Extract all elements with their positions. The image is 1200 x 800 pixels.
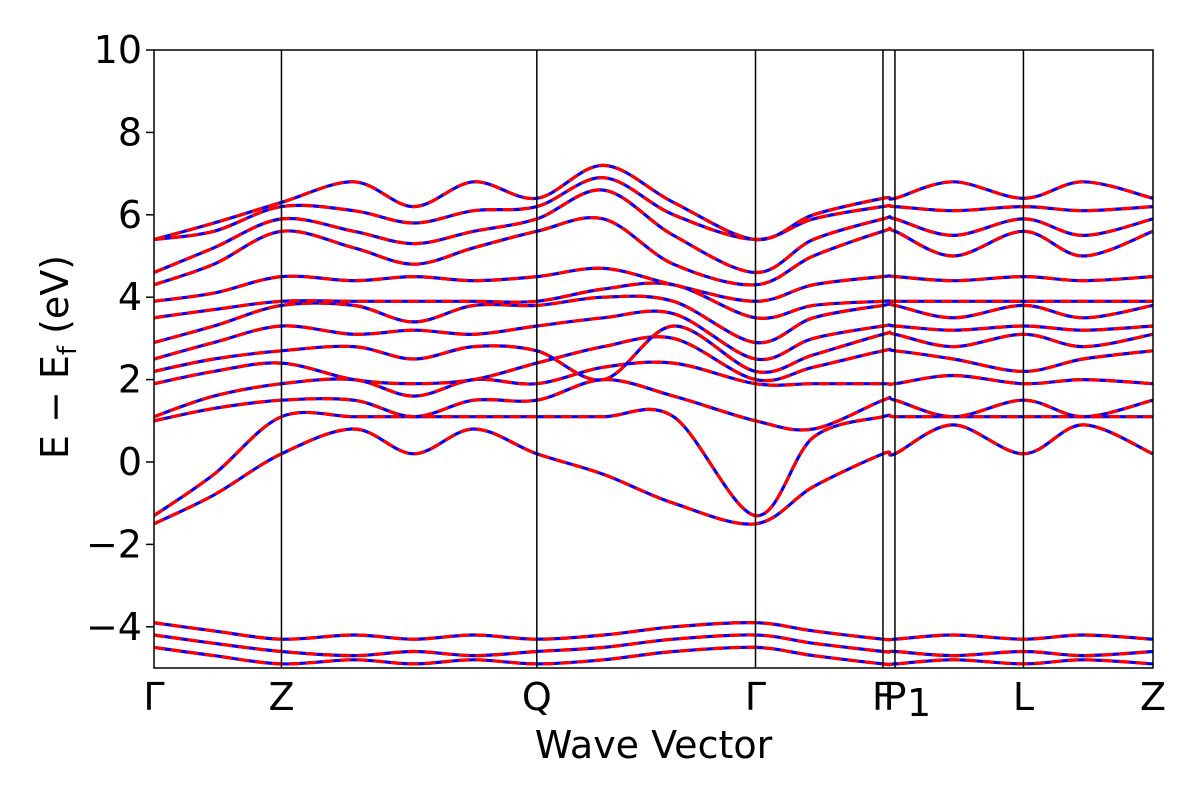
band-dashed-1 — [154, 407, 1153, 518]
band-dashed-9 — [154, 266, 1153, 303]
x-axis-ticks: Γ Z Q Γ FP 1 L Z — [143, 675, 1166, 725]
band-solid-6 — [154, 309, 1153, 362]
band-solid-2 — [154, 377, 1153, 432]
x-axis-title: Wave Vector — [535, 723, 773, 767]
band-dashed-0 — [154, 423, 1153, 526]
band-dashed-4 — [154, 335, 1153, 386]
y-tick-label-0: −4 — [86, 605, 142, 649]
x-tick-label-2: Q — [522, 675, 552, 719]
band-solid-1 — [154, 407, 1153, 518]
band-dashed-12 — [154, 176, 1153, 242]
y-tick-label-3: 2 — [118, 358, 142, 402]
band-dashed-15 — [154, 633, 1153, 658]
y-tick-label-4: 4 — [118, 275, 142, 319]
y-axis-ticks: −4 −2 0 2 4 6 8 10 — [86, 28, 154, 649]
band-dashed-3 — [154, 360, 1153, 419]
y-tick-label-7: 10 — [94, 28, 142, 72]
y-axis-title-main: E − E — [33, 355, 77, 459]
x-tick-subscript-6: 1 — [907, 681, 931, 725]
plot-frame — [153, 49, 1154, 669]
band-dashed-2 — [154, 377, 1153, 432]
y-axis-title-unit: (eV) — [33, 255, 77, 346]
band-dashed-10 — [154, 216, 1153, 287]
band-solid-0 — [154, 423, 1153, 526]
y-tick-label-5: 6 — [118, 193, 142, 237]
high-symmetry-lines — [280, 50, 1025, 668]
x-tick-label-5: P — [883, 675, 906, 719]
band-dashed-8 — [154, 281, 1153, 320]
y-tick-label-2: 0 — [118, 440, 142, 484]
band-dashed-14 — [154, 620, 1153, 642]
x-tick-label-7: L — [1013, 675, 1034, 719]
y-axis-title: E − Ef (eV) — [33, 255, 83, 459]
band-dashed-16 — [154, 645, 1153, 667]
band-dashed-13 — [154, 163, 1153, 242]
y-axis-title-sub: f — [53, 345, 83, 355]
band-dashed-7 — [154, 294, 1153, 345]
x-tick-label-0: Γ — [143, 675, 164, 719]
band-dashed-11 — [154, 188, 1153, 275]
x-tick-label-1: Z — [268, 675, 294, 719]
x-tick-label-3: Γ — [745, 675, 766, 719]
band-solid-4 — [154, 335, 1153, 386]
bands-layer — [154, 163, 1153, 667]
y-tick-label-6: 8 — [118, 110, 142, 154]
band-dashed-5 — [154, 324, 1153, 382]
y-tick-label-1: −2 — [86, 522, 142, 566]
x-tick-label-8: Z — [1140, 675, 1166, 719]
x-tick-label-4: F — [872, 675, 894, 719]
